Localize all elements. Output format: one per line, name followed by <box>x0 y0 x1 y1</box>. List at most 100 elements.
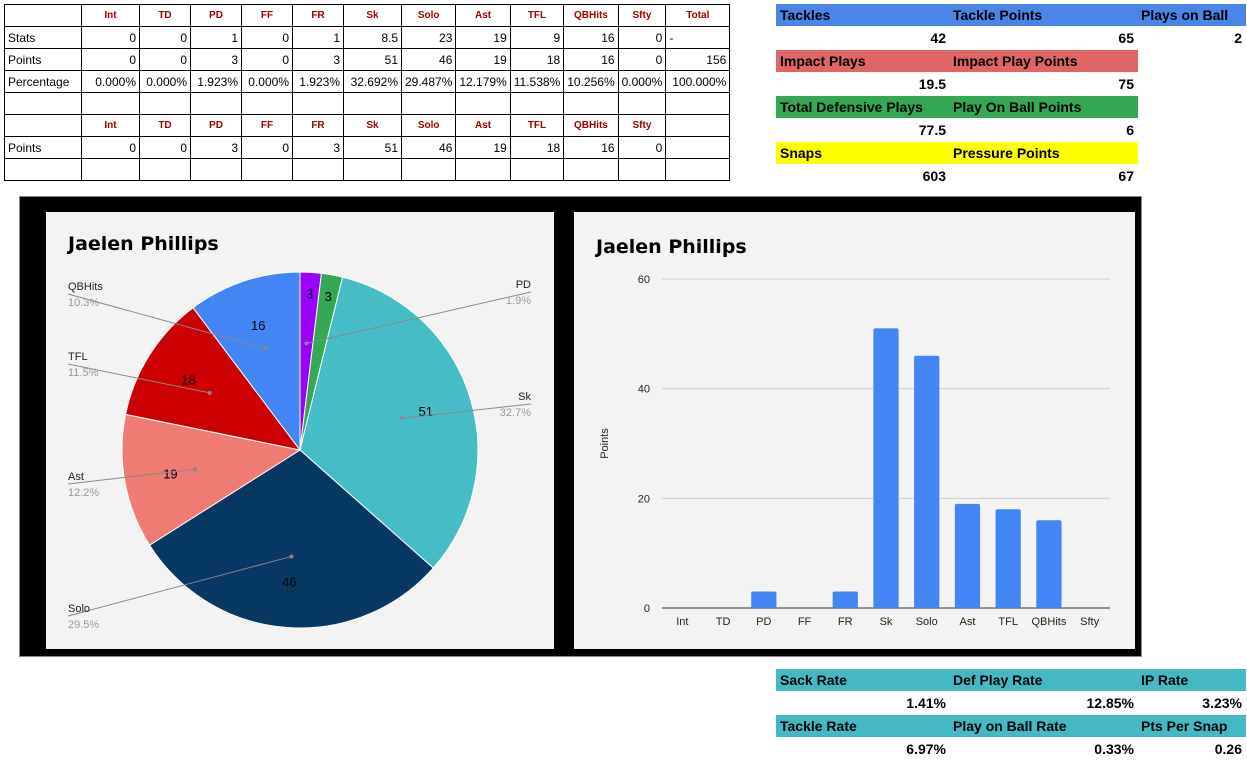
band-impact <box>776 50 1138 72</box>
bar-y-tick: 0 <box>644 603 650 615</box>
table-cell <box>4 4 82 27</box>
table-cell: 3 <box>292 136 344 159</box>
table-header: Sfty <box>617 4 667 27</box>
table-cell <box>400 92 457 115</box>
table-cell <box>139 158 191 181</box>
summary-bottom: Sack Rate Def Play Rate IP Rate 1.41% 12… <box>776 669 1246 761</box>
table-cell: 0 <box>81 136 140 159</box>
sack-rate-label: Sack Rate <box>780 672 847 688</box>
table-cell: 46 <box>400 48 457 71</box>
table-cell: 0 <box>241 48 293 71</box>
pressure-points-label: Pressure Points <box>953 145 1060 161</box>
table-cell <box>617 92 667 115</box>
pie-slice-qbhits[interactable] <box>192 271 301 452</box>
bar-x-tick: QBHits <box>1031 616 1066 628</box>
def-play-rate-label: Def Play Rate <box>953 672 1043 688</box>
pie-callout-label: Solo <box>68 603 90 615</box>
bar-fr[interactable] <box>832 591 858 608</box>
pie-slice-solo[interactable] <box>148 449 434 629</box>
band-rates-2 <box>776 715 1246 737</box>
pie-callout-line <box>306 291 532 344</box>
pie-chart-title: Jaelen Phillips <box>68 233 219 255</box>
bar-ast[interactable] <box>954 503 981 608</box>
pie-callout-dot <box>289 554 294 559</box>
bar-tfl[interactable] <box>995 509 1021 608</box>
table-cell <box>81 158 140 181</box>
row-label: Points <box>4 48 82 71</box>
table-header: TD <box>139 114 191 137</box>
tackle-rate-label: Tackle Rate <box>780 718 857 734</box>
table-cell: 0 <box>139 48 191 71</box>
table-cell: 19 <box>455 48 511 71</box>
bar-y-axis-label: Points <box>599 428 611 459</box>
table-cell <box>4 158 82 181</box>
snaps-label: Snaps <box>780 145 823 161</box>
play-on-ball-points-value: 6 <box>1126 122 1134 138</box>
impact-plays-value: 19.5 <box>918 76 946 92</box>
tackles-label: Tackles <box>780 7 831 23</box>
pie-callout-line <box>401 403 532 419</box>
table-row: Points 0 0 3 0 3 51 46 19 18 16 0 <box>4 136 731 159</box>
table-header: Total <box>665 4 731 27</box>
bar-x-tick: Int <box>676 616 688 628</box>
table-cell: 0 <box>617 26 667 49</box>
pie-chart: 3 35146191816QBHits10.3%TFL11.5%Ast12.2%S… <box>67 271 532 631</box>
table-cell <box>665 114 731 137</box>
bar-qbhits[interactable] <box>1036 520 1062 608</box>
bar-x-tick: Sk <box>880 616 893 628</box>
impact-play-points-label: Impact Play Points <box>953 53 1078 69</box>
pie-callout-dot <box>304 341 309 346</box>
pie-slice-tfl[interactable] <box>125 306 302 451</box>
table-header-row: Int TD PD FF FR Sk Solo Ast TFL QBHits S… <box>4 114 731 137</box>
bar-x-tick: PD <box>756 616 771 628</box>
pie-callout-pct: 11.5% <box>68 367 99 379</box>
table-header: Int <box>81 4 140 27</box>
pts-per-snap-label: Pts Per Snap <box>1141 718 1228 734</box>
pie-callout-line <box>67 363 210 394</box>
table-cell: 0 <box>617 48 667 71</box>
bar-pd[interactable] <box>751 591 777 608</box>
bar-chart-card[interactable]: Jaelen Phillips 0 20 40 60 Points Int TD PD FF FR… <box>574 212 1135 649</box>
table-header: FF <box>241 4 293 27</box>
def-play-rate-value: 12.85% <box>1086 695 1134 711</box>
bar-sk[interactable] <box>873 328 899 608</box>
band-rates <box>776 669 1246 691</box>
table-cell: 1.923% <box>292 70 344 93</box>
pie-callout-label: Ast <box>68 471 84 483</box>
table-cell: 29.487% <box>400 70 457 93</box>
ip-rate-value: 3.23% <box>1202 695 1242 711</box>
plays-on-ball-label: Plays on Ball <box>1141 7 1229 23</box>
table-cell <box>241 92 293 115</box>
table-cell <box>665 158 731 181</box>
bar-chart-title: Jaelen Phillips <box>596 236 747 258</box>
table-cell <box>139 92 191 115</box>
row-label: Points <box>4 136 82 159</box>
pie-chart-card[interactable]: Jaelen Phillips 3 3 51 46 19 18 16 QBHits 10.3% T… <box>46 212 554 649</box>
table-header: PD <box>190 4 242 27</box>
pie-callout-pct: 29.5% <box>68 619 99 631</box>
impact-plays-label: Impact Plays <box>780 53 866 69</box>
pie-slice-ast[interactable] <box>121 413 302 546</box>
table-header: Ast <box>455 4 511 27</box>
bar-x-tick: TFL <box>998 616 1018 628</box>
table-cell: 0 <box>241 136 293 159</box>
table-header: Sk <box>343 114 402 137</box>
pie-callout-dot <box>207 390 212 395</box>
table-header: Ast <box>455 114 511 137</box>
table-cell: 0 <box>139 136 191 159</box>
bar-solo[interactable] <box>914 355 940 608</box>
pie-callout-pct: 12.2% <box>68 487 99 499</box>
table-cell: 11.538% <box>509 70 565 93</box>
pie-slice-sk[interactable] <box>299 276 479 569</box>
table-cell <box>563 158 619 181</box>
play-on-ball-rate-label: Play on Ball Rate <box>953 718 1067 734</box>
pie-callout-label: PD <box>516 279 531 291</box>
table-cell: 12.179% <box>455 70 511 93</box>
table-cell <box>343 92 402 115</box>
pie-slice-value: 46 <box>282 574 296 589</box>
table-cell <box>241 158 293 181</box>
table-header: Solo <box>400 114 457 137</box>
table-cell: 1.923% <box>190 70 242 93</box>
table-cell: 19 <box>455 26 511 49</box>
pie-callout-dot <box>192 467 197 472</box>
